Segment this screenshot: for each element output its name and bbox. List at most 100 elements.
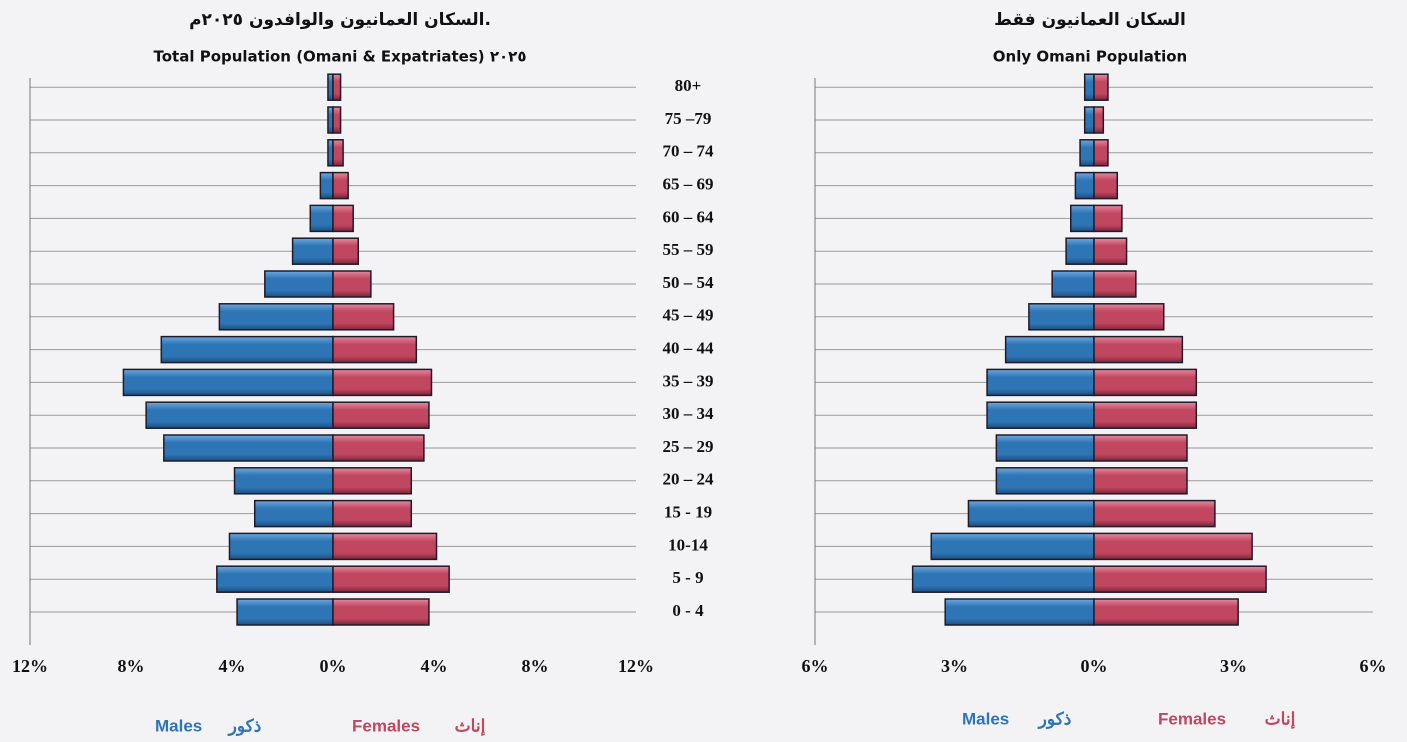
bar bbox=[218, 303, 334, 331]
bar bbox=[1093, 598, 1239, 626]
bar bbox=[236, 598, 334, 626]
bar bbox=[995, 434, 1095, 462]
legend-label: Males bbox=[155, 716, 202, 735]
bar bbox=[1093, 467, 1188, 495]
bar bbox=[160, 335, 334, 364]
bar bbox=[1093, 237, 1128, 265]
bar bbox=[1093, 532, 1253, 561]
bar bbox=[228, 532, 334, 561]
bar bbox=[332, 73, 342, 101]
x-tick-label: 3% bbox=[941, 656, 968, 676]
x-tick-label: 4% bbox=[421, 656, 448, 676]
bar bbox=[332, 565, 450, 593]
category-label: 65 – 69 bbox=[663, 175, 714, 194]
x-tick-label: 12% bbox=[618, 656, 654, 676]
bar bbox=[216, 565, 334, 593]
bar bbox=[930, 532, 1095, 561]
bar bbox=[1065, 237, 1095, 265]
bar bbox=[332, 598, 430, 626]
category-label: 20 – 24 bbox=[663, 470, 715, 489]
x-tick-label: 6% bbox=[802, 656, 829, 676]
bar bbox=[1004, 335, 1095, 364]
bar bbox=[332, 139, 344, 167]
bar bbox=[986, 368, 1095, 397]
bar bbox=[967, 499, 1095, 528]
chart-subtitle: Only Omani Population bbox=[993, 48, 1187, 66]
bar bbox=[327, 73, 334, 101]
bar bbox=[1093, 368, 1198, 397]
bar bbox=[911, 565, 1095, 593]
category-label: 45 – 49 bbox=[663, 306, 714, 325]
bar bbox=[309, 204, 334, 233]
bar bbox=[1093, 499, 1216, 528]
x-tick-label: 3% bbox=[1220, 656, 1247, 676]
bar bbox=[332, 335, 418, 364]
category-label: 75 –79 bbox=[665, 109, 712, 128]
bar bbox=[122, 368, 334, 397]
bar bbox=[995, 467, 1095, 495]
legend-label-ar: إناث bbox=[1265, 709, 1296, 729]
x-tick-label: 0% bbox=[1081, 656, 1108, 676]
bar bbox=[1083, 73, 1095, 101]
bar bbox=[332, 368, 433, 397]
category-label: 50 – 54 bbox=[663, 273, 715, 292]
x-tick-label: 8% bbox=[522, 656, 549, 676]
category-label: 60 – 64 bbox=[663, 207, 715, 226]
bar bbox=[1093, 73, 1109, 101]
category-label: 40 – 44 bbox=[663, 339, 715, 358]
bar bbox=[332, 499, 413, 528]
bar bbox=[1093, 434, 1188, 462]
bar bbox=[332, 171, 349, 200]
bar bbox=[1028, 303, 1095, 331]
chart-title: السكان العمانيون فقط bbox=[994, 10, 1186, 30]
bar bbox=[319, 171, 334, 200]
bar bbox=[1093, 335, 1184, 364]
bar bbox=[332, 204, 354, 233]
x-tick-label: 8% bbox=[118, 656, 145, 676]
legend-label-ar: ذكور bbox=[1037, 709, 1072, 729]
bar bbox=[332, 532, 438, 561]
bar bbox=[1093, 303, 1165, 331]
x-tick-label: 6% bbox=[1360, 656, 1387, 676]
bar bbox=[1093, 139, 1109, 167]
category-label: 5 - 9 bbox=[672, 568, 703, 587]
bar bbox=[1093, 106, 1105, 134]
bar bbox=[332, 237, 359, 265]
bar bbox=[1074, 171, 1095, 200]
category-label: 80+ bbox=[675, 76, 702, 95]
category-label: 30 – 34 bbox=[663, 404, 715, 423]
legend-label: Females bbox=[352, 716, 420, 735]
bar bbox=[264, 270, 334, 298]
legend-label: Females bbox=[1158, 709, 1226, 728]
category-label: 25 – 29 bbox=[663, 437, 714, 456]
bar bbox=[163, 434, 334, 462]
bar bbox=[233, 467, 334, 495]
bar bbox=[944, 598, 1095, 626]
category-label: 10-14 bbox=[668, 535, 708, 554]
bar bbox=[327, 139, 334, 167]
bar bbox=[1093, 204, 1123, 233]
chart-subtitle: Total Population (Omani & Expatriates) ٢… bbox=[154, 48, 527, 66]
bar bbox=[1093, 565, 1267, 593]
bar bbox=[1051, 270, 1095, 298]
category-label: 15 - 19 bbox=[664, 503, 712, 522]
bar bbox=[332, 270, 372, 298]
bar bbox=[1093, 270, 1137, 298]
bar bbox=[1083, 106, 1095, 134]
category-label: 35 – 39 bbox=[663, 371, 714, 390]
category-label: 0 - 4 bbox=[672, 601, 704, 620]
bar bbox=[1079, 139, 1095, 167]
bar bbox=[332, 467, 413, 495]
x-tick-label: 12% bbox=[12, 656, 48, 676]
x-tick-label: 4% bbox=[219, 656, 246, 676]
bar bbox=[986, 401, 1095, 429]
bar bbox=[145, 401, 334, 429]
bar bbox=[332, 401, 430, 429]
bar bbox=[327, 106, 334, 134]
category-label: 70 – 74 bbox=[663, 142, 715, 161]
bar bbox=[1093, 171, 1118, 200]
bar bbox=[1070, 204, 1095, 233]
bar bbox=[1093, 401, 1198, 429]
legend-label-ar: إناث bbox=[455, 716, 486, 736]
